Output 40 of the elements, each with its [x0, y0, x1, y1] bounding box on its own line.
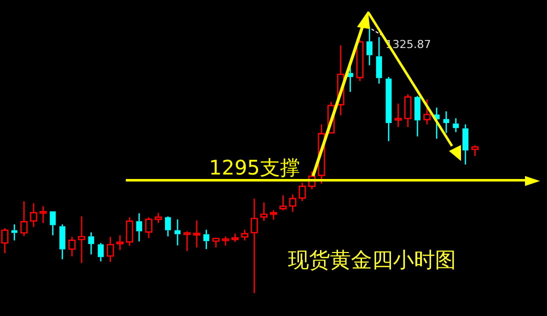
candlestick	[184, 230, 191, 252]
candlestick	[174, 218, 181, 246]
candlestick	[193, 220, 200, 248]
candlestick	[136, 212, 142, 242]
candlestick	[366, 26, 372, 66]
candlestick	[386, 76, 392, 142]
candlestick	[11, 224, 18, 241]
candlestick	[30, 202, 38, 228]
candlestick	[279, 194, 287, 211]
candlestick	[203, 229, 210, 250]
candlestick	[68, 236, 76, 257]
candlestick	[145, 216, 152, 239]
candlestick	[462, 124, 468, 166]
candlestick	[59, 224, 66, 260]
candlestick	[414, 95, 420, 137]
candlestick	[88, 232, 94, 256]
candlestick	[40, 206, 47, 224]
candlestick	[78, 216, 86, 264]
candlestick	[404, 94, 412, 128]
ref-line-label: 1295支撑	[209, 155, 300, 180]
candlestick	[298, 182, 306, 202]
candlestick	[20, 200, 28, 237]
candlestick	[154, 212, 162, 224]
candlestick	[270, 210, 278, 220]
candlestick	[231, 233, 239, 243]
candlestick	[423, 98, 431, 126]
text: 现货黄金四小时图	[288, 247, 456, 274]
candlestick	[260, 202, 268, 222]
candlestick	[98, 242, 104, 262]
candlestick	[222, 236, 230, 246]
candlestick	[1, 227, 8, 254]
candlestick	[452, 118, 459, 133]
candlestick	[241, 229, 248, 241]
candlestick	[106, 236, 114, 263]
candlestick	[394, 102, 402, 128]
candlestick	[116, 234, 124, 251]
candlestick	[443, 110, 450, 134]
candlestick	[376, 36, 382, 84]
candlestick	[289, 194, 296, 213]
candlestick	[250, 198, 258, 294]
